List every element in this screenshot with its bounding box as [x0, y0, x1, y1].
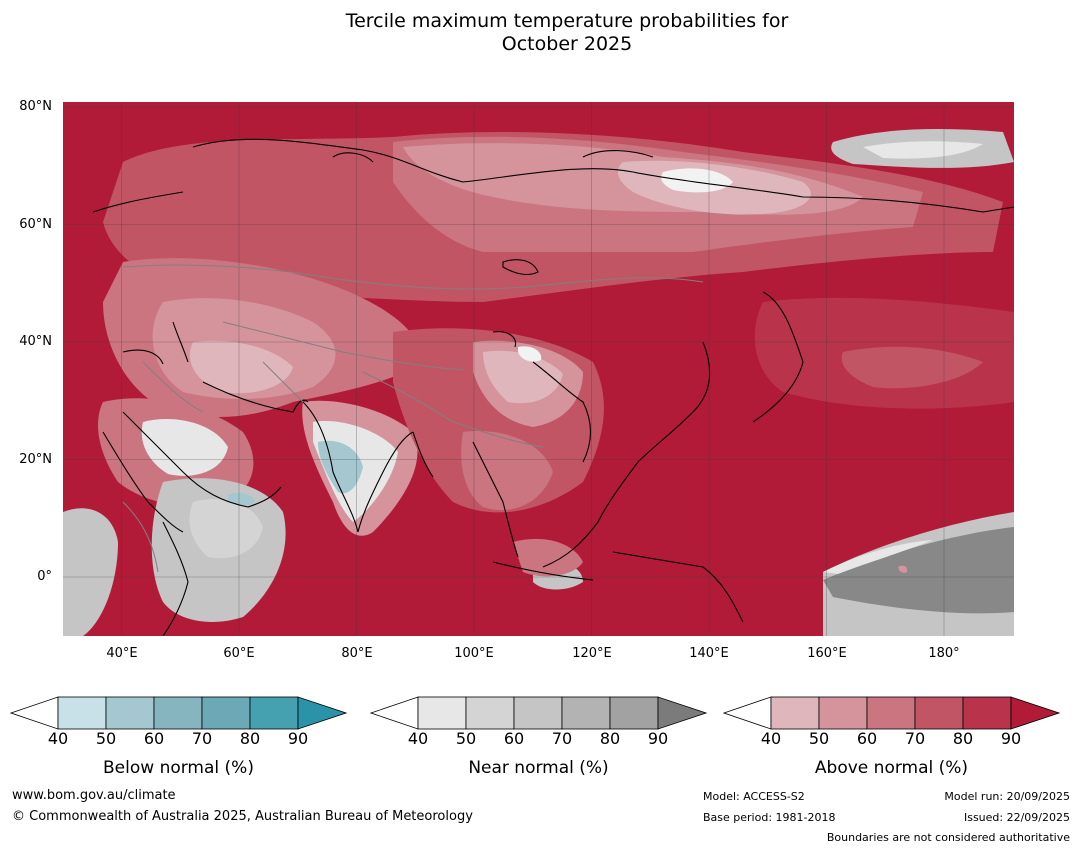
near-color-bin-5 [609, 696, 659, 730]
model-run-text: Model run: 20/09/2025 [944, 790, 1070, 803]
lat-tick-20n: 20°N [19, 452, 52, 467]
copyright-text: © Commonwealth of Australia 2025, Austra… [12, 809, 473, 824]
national-borders [122, 264, 704, 573]
lat-tick-0: 0° [37, 569, 52, 584]
coastlines [92, 138, 1014, 636]
region-iran-40 [189, 340, 293, 394]
near-tick-50: 50 [455, 729, 477, 748]
below-color-bin-5 [249, 696, 299, 730]
below-tick-70: 70 [191, 729, 213, 748]
below-tick-40: 40 [47, 729, 69, 748]
colorbar-above-normal [723, 696, 1060, 730]
lat-tick-60n: 60°N [19, 217, 52, 232]
below-color-bin-3 [153, 696, 203, 730]
graticule [63, 102, 1014, 636]
region-china-40 [483, 350, 563, 404]
map-title: Tercile maximum temperature probabilitie… [0, 10, 1081, 56]
colorbar-below-normal [10, 696, 347, 730]
region-east-africa-light [189, 499, 263, 559]
near-tick-80: 80 [599, 729, 621, 748]
above-tick-90: 90 [1000, 729, 1022, 748]
near-color-bin-2 [465, 696, 515, 730]
lon-tick-100e: 100°E [454, 646, 494, 661]
legend-title-below: Below normal (%) [103, 758, 254, 778]
above-tick-60: 60 [856, 729, 878, 748]
above-overflow-arrow [1010, 696, 1060, 730]
near-tick-60: 60 [503, 729, 525, 748]
colorbar-near-normal [370, 696, 707, 730]
below-tick-50: 50 [95, 729, 117, 748]
near-tick-40: 40 [407, 729, 429, 748]
legend-title-above: Above normal (%) [814, 758, 969, 778]
lon-tick-180: 180° [928, 646, 960, 661]
near-color-bin-4 [561, 696, 611, 730]
model-text: Model: ACCESS-S2 [703, 790, 805, 803]
lon-tick-80e: 80°E [341, 646, 373, 661]
region-arabia-near [141, 419, 228, 476]
probability-map [63, 102, 1014, 636]
legend-above-normal: Above normal (%) 40 50 60 70 80 90 [723, 696, 1060, 796]
near-underflow-arrow [370, 696, 419, 730]
title-line-2: October 2025 [501, 33, 633, 55]
region-below-africa [228, 492, 255, 506]
below-tick-80: 80 [239, 729, 261, 748]
region-africa-west-near [63, 508, 118, 636]
lat-tick-40n: 40°N [19, 334, 52, 349]
below-overflow-arrow [297, 696, 347, 730]
lon-tick-160e: 160°E [807, 646, 847, 661]
base-period-text: Base period: 1981-2018 [703, 811, 836, 824]
below-color-bin-4 [201, 696, 251, 730]
above-tick-70: 70 [904, 729, 926, 748]
lon-tick-60e: 60°E [223, 646, 255, 661]
near-color-bin-3 [513, 696, 563, 730]
lon-tick-140e: 140°E [689, 646, 729, 661]
region-south-pacific-near-80 [823, 527, 1014, 614]
above-color-bin-3 [866, 696, 916, 730]
lon-tick-40e: 40°E [106, 646, 138, 661]
region-south-pacific-above [898, 565, 908, 573]
below-underflow-arrow [10, 696, 59, 730]
region-siberia-near [661, 168, 733, 193]
above-color-bin-4 [914, 696, 964, 730]
title-line-1: Tercile maximum temperature probabilitie… [345, 10, 789, 32]
above-underflow-arrow [723, 696, 772, 730]
above-tick-40: 40 [760, 729, 782, 748]
region-pacific-70 [841, 346, 983, 389]
legend-title-near: Near normal (%) [468, 758, 609, 778]
legend-below-normal: Below normal (%) 40 50 60 70 80 90 [10, 696, 347, 796]
near-color-bin-1 [417, 696, 467, 730]
below-color-bin-1 [57, 696, 107, 730]
above-tick-50: 50 [808, 729, 830, 748]
near-tick-70: 70 [551, 729, 573, 748]
above-color-bin-2 [818, 696, 868, 730]
above-color-bin-5 [962, 696, 1012, 730]
legend-near-normal: Near normal (%) 40 50 60 70 80 90 [370, 696, 707, 796]
below-tick-90: 90 [287, 729, 309, 748]
near-tick-90: 90 [647, 729, 669, 748]
below-tick-60: 60 [143, 729, 165, 748]
region-china-near [518, 346, 542, 362]
boundaries-disclaimer: Boundaries are not considered authoritat… [826, 831, 1070, 844]
region-indochina-60 [461, 431, 553, 511]
region-borneo-60 [513, 538, 583, 577]
region-arctic-near-light [863, 141, 983, 159]
below-color-bin-2 [105, 696, 155, 730]
lat-tick-80n: 80°N [19, 99, 52, 114]
website-link[interactable]: www.bom.gov.au/climate [12, 788, 176, 803]
lon-tick-120e: 120°E [572, 646, 612, 661]
above-color-bin-1 [770, 696, 820, 730]
issued-text: Issued: 22/09/2025 [963, 811, 1070, 824]
above-tick-80: 80 [952, 729, 974, 748]
near-overflow-arrow [657, 696, 707, 730]
region-south-pacific-near-light [823, 540, 933, 574]
